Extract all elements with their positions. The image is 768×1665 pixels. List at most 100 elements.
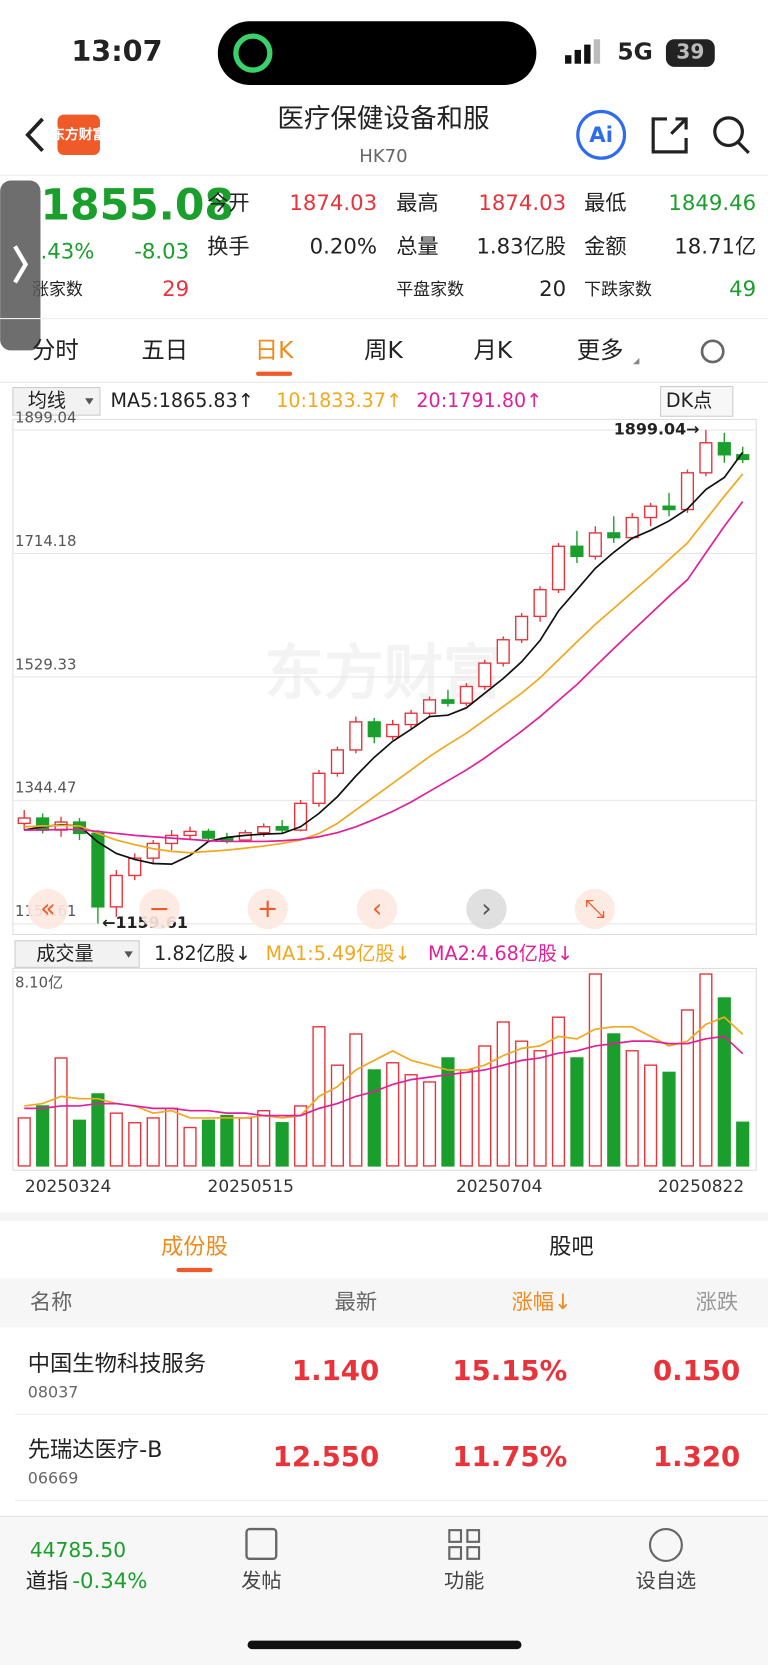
volume-bar bbox=[183, 1126, 197, 1167]
bottom-bar bbox=[0, 1516, 768, 1665]
field-value: 1874.03 bbox=[289, 191, 377, 216]
field-label: 最低 bbox=[584, 191, 626, 216]
candle-body bbox=[183, 830, 197, 837]
post-button[interactable]: 发帖 bbox=[241, 1569, 281, 1593]
candle-body bbox=[459, 685, 473, 704]
volume-selector[interactable] bbox=[14, 940, 140, 968]
share-button[interactable] bbox=[651, 117, 688, 154]
volume-ma1: MA1:5.49亿股↓ bbox=[266, 942, 411, 965]
volume-bar bbox=[367, 1069, 381, 1167]
candle-body bbox=[625, 516, 639, 539]
search-button[interactable] bbox=[713, 116, 744, 148]
volume-bar bbox=[404, 1074, 418, 1167]
volume-bar bbox=[459, 1069, 473, 1167]
volume-selector-label: 成交量 bbox=[36, 942, 93, 965]
volume-bar bbox=[496, 1021, 510, 1167]
volume-bar bbox=[201, 1119, 216, 1167]
volume-current: 1.82亿股↓ bbox=[154, 942, 251, 965]
index-value[interactable]: 44785.50 bbox=[30, 1538, 126, 1562]
period-tab[interactable]: 五日 bbox=[141, 336, 188, 364]
field-label: 今开 bbox=[207, 191, 249, 216]
chart-button[interactable] bbox=[466, 888, 507, 930]
volume-bar bbox=[736, 1121, 750, 1167]
title: 医疗保健设备和服 bbox=[277, 103, 489, 134]
period-tab[interactable]: 周K bbox=[364, 336, 403, 364]
period-tab[interactable]: 分时 bbox=[32, 336, 79, 364]
battery bbox=[665, 39, 715, 67]
col-pct[interactable]: 涨幅↓ bbox=[512, 1290, 572, 1315]
logo bbox=[57, 114, 100, 156]
y-tick-label: 1714.18 bbox=[15, 532, 76, 550]
tab-forum[interactable]: 股吧 bbox=[549, 1234, 594, 1260]
field-value: 49 bbox=[729, 277, 756, 302]
volume-bar bbox=[441, 1057, 455, 1167]
chart-button[interactable] bbox=[356, 888, 398, 930]
volume-bar bbox=[662, 1071, 676, 1167]
ma5-label: MA5:1865.83↑ bbox=[111, 389, 254, 412]
field-value: 29 bbox=[162, 277, 189, 302]
logo-text: 东方财富 bbox=[51, 126, 106, 143]
ma-line bbox=[24, 451, 744, 865]
candle-body bbox=[128, 857, 142, 877]
field-value: 1874.03 bbox=[478, 191, 566, 216]
ai-button[interactable] bbox=[576, 109, 627, 160]
field-label: 总量 bbox=[396, 234, 438, 259]
col-last[interactable]: 最新 bbox=[335, 1290, 377, 1315]
watchlist-button[interactable]: 设自选 bbox=[636, 1569, 696, 1593]
stock-name[interactable]: 先瑞达医疗-B bbox=[28, 1437, 163, 1463]
candle-body bbox=[551, 545, 566, 591]
candle-body bbox=[165, 834, 179, 845]
volume-bar bbox=[109, 1112, 123, 1167]
tab-constituents[interactable]: 成份股 bbox=[161, 1234, 228, 1260]
network: 5G bbox=[617, 38, 652, 66]
settings-button[interactable] bbox=[700, 339, 725, 364]
stock-pct: 11.75% bbox=[452, 1440, 567, 1473]
period-tab[interactable]: 日K bbox=[255, 336, 294, 364]
stock-name[interactable]: 中国生物科技服务 bbox=[28, 1351, 206, 1377]
stock-last: 1.140 bbox=[292, 1354, 379, 1387]
ma-selector[interactable] bbox=[12, 387, 101, 416]
side-tab[interactable] bbox=[0, 180, 41, 351]
candle-body bbox=[496, 639, 510, 664]
side-tab-arrow bbox=[13, 245, 29, 284]
volume-bar bbox=[220, 1114, 234, 1167]
function-button[interactable]: 功能 bbox=[444, 1569, 484, 1593]
volume-bar bbox=[165, 1107, 179, 1167]
stock-code: 06669 bbox=[28, 1469, 79, 1488]
volume-ma-line bbox=[24, 1035, 744, 1117]
volume-ma2: MA2:4.68亿股↓ bbox=[428, 942, 573, 965]
chart-button[interactable] bbox=[247, 888, 288, 930]
candle-body bbox=[662, 505, 676, 511]
chart-button[interactable] bbox=[574, 888, 615, 930]
volume-bar bbox=[515, 1040, 529, 1167]
change: -8.03 bbox=[134, 240, 189, 265]
volume-bar bbox=[625, 1050, 639, 1167]
stock-pct: 15.15% bbox=[452, 1354, 567, 1387]
candle-body bbox=[146, 842, 160, 859]
back-button[interactable] bbox=[25, 117, 44, 153]
period-tab[interactable]: 月K bbox=[473, 336, 512, 364]
candle-body bbox=[533, 588, 547, 618]
volume-bar bbox=[607, 1033, 621, 1167]
col-chg[interactable]: 涨跌 bbox=[696, 1290, 738, 1315]
ma10-label: 10:1833.37↑ bbox=[276, 389, 402, 412]
chart-button[interactable] bbox=[139, 888, 180, 930]
watchlist-icon bbox=[648, 1528, 683, 1562]
candle-body bbox=[736, 454, 750, 461]
period-tab[interactable]: 更多 bbox=[577, 336, 624, 364]
candle-body bbox=[644, 505, 658, 519]
candle-body bbox=[201, 830, 216, 839]
tab-underline bbox=[256, 371, 293, 376]
chart-button[interactable] bbox=[27, 888, 69, 930]
volume-bar bbox=[699, 973, 713, 1167]
dk-button[interactable] bbox=[660, 385, 734, 417]
candle-body bbox=[275, 826, 289, 831]
volume-ma-line bbox=[24, 1016, 744, 1119]
stock-chg: 1.320 bbox=[653, 1440, 740, 1473]
candle-body bbox=[422, 699, 437, 714]
candle-body bbox=[386, 723, 400, 738]
candle-body bbox=[588, 532, 602, 557]
stock-last: 12.550 bbox=[273, 1440, 379, 1473]
